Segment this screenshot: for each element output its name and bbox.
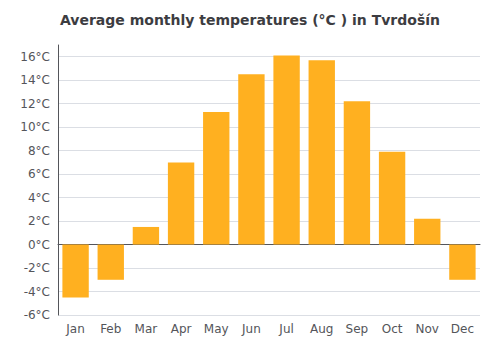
svg-text:Oct: Oct bbox=[382, 322, 403, 336]
svg-text:16°C: 16°C bbox=[20, 50, 50, 64]
svg-text:Nov: Nov bbox=[416, 322, 439, 336]
svg-text:Jun: Jun bbox=[241, 322, 261, 336]
svg-text:May: May bbox=[204, 322, 229, 336]
svg-text:4°C: 4°C bbox=[28, 191, 50, 205]
svg-text:Jul: Jul bbox=[278, 322, 293, 336]
svg-text:Mar: Mar bbox=[135, 322, 158, 336]
svg-text:Sep: Sep bbox=[346, 322, 369, 336]
svg-text:-2°C: -2°C bbox=[24, 261, 50, 275]
svg-text:Average monthly temperatures (: Average monthly temperatures (°C ) in Tv… bbox=[60, 12, 440, 28]
svg-text:14°C: 14°C bbox=[20, 73, 50, 87]
svg-text:-4°C: -4°C bbox=[24, 285, 50, 299]
svg-text:-6°C: -6°C bbox=[24, 308, 50, 322]
svg-text:10°C: 10°C bbox=[20, 120, 50, 134]
svg-text:Dec: Dec bbox=[451, 322, 474, 336]
svg-text:Apr: Apr bbox=[171, 322, 192, 336]
svg-text:Feb: Feb bbox=[100, 322, 121, 336]
svg-text:6°C: 6°C bbox=[28, 167, 50, 181]
svg-text:Aug: Aug bbox=[310, 322, 333, 336]
svg-text:8°C: 8°C bbox=[28, 144, 50, 158]
svg-text:12°C: 12°C bbox=[20, 97, 50, 111]
svg-text:0°C: 0°C bbox=[28, 238, 50, 252]
svg-text:2°C: 2°C bbox=[28, 214, 50, 228]
svg-text:Jan: Jan bbox=[65, 322, 85, 336]
